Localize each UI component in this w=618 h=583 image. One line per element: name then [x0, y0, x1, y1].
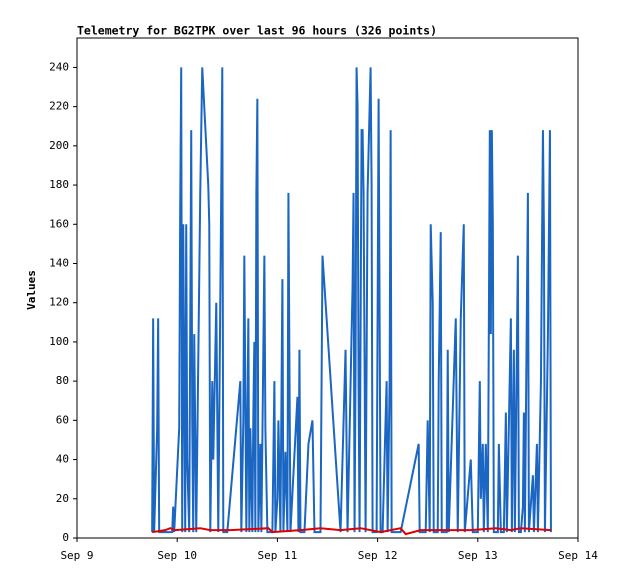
x-tick-label: Sep 13: [458, 549, 498, 562]
y-tick-label: 120: [49, 296, 69, 309]
x-tick-label: Sep 9: [60, 549, 93, 562]
y-tick-label: 100: [49, 335, 69, 348]
y-tick-label: 220: [49, 100, 69, 113]
chart-title: Telemetry for BG2TPK over last 96 hours …: [77, 24, 437, 38]
x-tick-label: Sep 10: [157, 549, 197, 562]
y-tick-label: 60: [56, 413, 69, 426]
x-tick-label: Sep 14: [558, 549, 598, 562]
y-tick-label: 180: [49, 178, 69, 191]
y-tick-label: 0: [62, 531, 69, 544]
y-tick-label: 200: [49, 139, 69, 152]
y-tick-label: 20: [56, 492, 69, 505]
plot-frame: [76, 37, 579, 539]
y-tick-label: 80: [56, 374, 69, 387]
series-line: [152, 527, 552, 536]
y-axis-label: Values: [25, 270, 38, 310]
y-tick-label: 40: [56, 453, 69, 466]
x-tick-label: Sep 11: [258, 549, 298, 562]
y-tick-label: 140: [49, 256, 69, 269]
y-tick-label: 160: [49, 217, 69, 230]
series-line: [151, 67, 552, 534]
x-tick-label: Sep 12: [358, 549, 398, 562]
y-tick-label: 240: [49, 60, 69, 73]
